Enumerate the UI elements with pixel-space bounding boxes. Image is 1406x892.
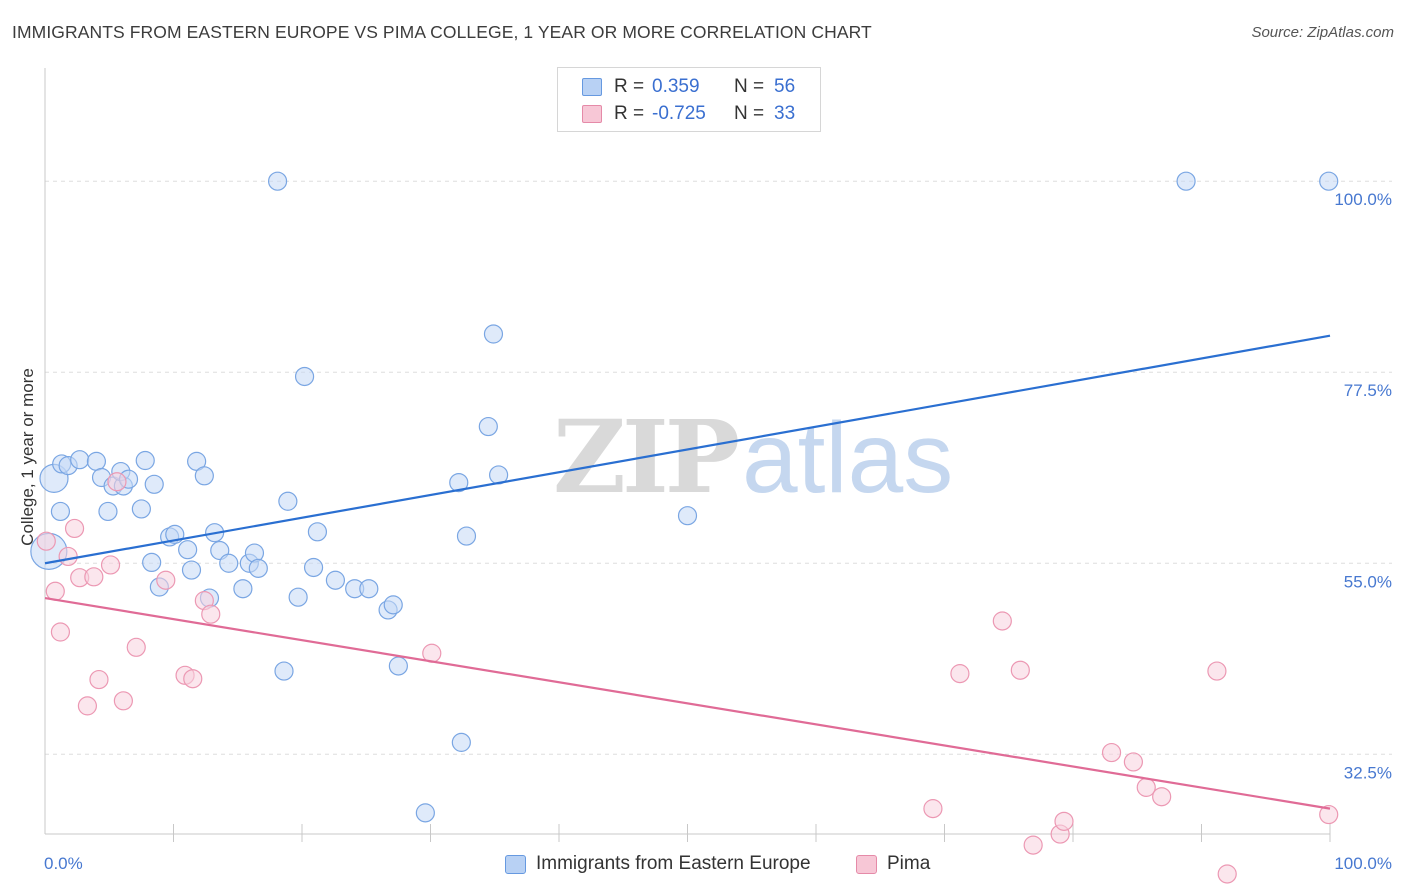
data-point-pima xyxy=(1152,787,1172,807)
legend-r-label: R = xyxy=(614,76,645,97)
data-point-pima xyxy=(113,691,133,711)
label-layer: 32.5% 55.0% 77.5% 100.0% 0.0% 100.0% College, … xyxy=(18,190,1392,873)
chart-source: Source: ZipAtlas.com xyxy=(1251,24,1394,41)
data-point-eastern-europe xyxy=(274,661,294,681)
data-point-eastern-europe xyxy=(233,579,253,599)
data-point-pima xyxy=(107,472,127,492)
legend-r-label: R = xyxy=(614,103,645,124)
data-point-pima xyxy=(89,669,109,690)
data-point-pima xyxy=(1136,777,1156,797)
data-point-pima xyxy=(950,664,970,684)
data-point-eastern-europe xyxy=(456,526,477,546)
data-point-eastern-europe xyxy=(478,416,498,437)
data-point-eastern-europe xyxy=(181,560,202,580)
data-point-eastern-europe xyxy=(194,466,214,486)
bottom-legend-label: Pima xyxy=(887,853,931,874)
chart-title: IMMIGRANTS FROM EASTERN EUROPE VS PIMA C… xyxy=(12,22,872,42)
data-point-eastern-europe xyxy=(219,553,239,573)
legend-n-value: 56 xyxy=(774,76,796,97)
data-point-pima xyxy=(1123,752,1143,772)
data-point-eastern-europe xyxy=(451,732,471,752)
data-point-eastern-europe xyxy=(288,587,308,607)
data-point-eastern-europe xyxy=(415,803,435,823)
y-tick-label: 55.0% xyxy=(1344,572,1392,591)
legend-n-label: N = xyxy=(734,103,765,124)
data-point-eastern-europe xyxy=(294,366,315,387)
data-point-pima xyxy=(1217,864,1237,884)
data-point-eastern-europe xyxy=(449,472,469,493)
data-point-pima xyxy=(1010,660,1030,680)
data-point-pima xyxy=(1023,835,1043,855)
data-point-pima xyxy=(58,546,78,567)
data-point-eastern-europe xyxy=(267,171,288,191)
data-point-eastern-europe xyxy=(98,501,118,522)
data-point-pima xyxy=(992,611,1012,631)
data-point-eastern-europe xyxy=(383,595,403,615)
data-point-eastern-europe xyxy=(131,499,151,519)
data-point-pima xyxy=(126,637,146,657)
bottom-legend-swatch-pink xyxy=(856,854,877,874)
x-tick-label-min: 0.0% xyxy=(44,854,83,873)
trend-line-eastern-europe xyxy=(44,334,1331,565)
legend-r-value: 0.359 xyxy=(652,76,700,97)
data-point-eastern-europe xyxy=(1319,171,1339,191)
data-point-pima xyxy=(36,531,56,551)
data-point-pima xyxy=(100,555,121,575)
data-point-pima xyxy=(84,567,104,587)
data-point-pima xyxy=(1207,661,1227,681)
y-axis-label: College, 1 year or more xyxy=(18,368,37,546)
axis-layer xyxy=(44,68,1331,842)
bottom-legend-eastern-europe: Immigrants from Eastern Europe xyxy=(505,852,811,876)
data-point-eastern-europe xyxy=(86,451,107,471)
data-point-pima xyxy=(156,570,176,590)
data-point-pima xyxy=(77,696,98,716)
legend-n-value: 33 xyxy=(774,103,796,124)
data-point-eastern-europe xyxy=(278,491,298,511)
data-point-eastern-europe xyxy=(483,324,504,344)
data-point-eastern-europe xyxy=(178,540,198,560)
data-point-eastern-europe xyxy=(135,450,155,471)
data-point-eastern-europe xyxy=(50,501,71,522)
legend-row-pima: R = -0.725 N = 33 xyxy=(582,101,795,127)
stats-legend: R = 0.359 N = 56 R = -0.725 N = 33 xyxy=(557,67,821,132)
data-point-pima xyxy=(201,604,221,624)
grid-layer xyxy=(45,180,1392,755)
data-point-eastern-europe xyxy=(388,656,408,676)
data-point-eastern-europe xyxy=(1176,171,1196,191)
data-point-pima xyxy=(45,581,65,601)
legend-row-eastern-europe: R = 0.359 N = 56 xyxy=(582,74,795,100)
data-point-pima xyxy=(50,622,71,642)
bottom-legend-pima: Pima xyxy=(856,852,930,876)
y-tick-label: 77.5% xyxy=(1344,381,1392,400)
data-point-eastern-europe xyxy=(144,474,164,494)
data-point-pima xyxy=(1054,811,1074,831)
y-tick-label: 100.0% xyxy=(1334,190,1392,209)
data-point-eastern-europe xyxy=(325,570,346,590)
bottom-legend-swatch-blue xyxy=(505,854,526,874)
trend-line-pima xyxy=(44,596,1331,810)
data-point-eastern-europe xyxy=(248,558,268,578)
y-tick-label: 32.5% xyxy=(1344,763,1392,782)
trend-layer xyxy=(44,334,1331,810)
legend-r-value: -0.725 xyxy=(652,103,706,124)
legend-swatch-pink xyxy=(582,105,602,123)
legend-n-label: N = xyxy=(734,76,765,97)
data-point-eastern-europe xyxy=(142,552,162,573)
data-point-eastern-europe xyxy=(677,506,698,526)
data-point-eastern-europe xyxy=(307,522,328,542)
data-point-pima xyxy=(1101,742,1122,763)
data-point-eastern-europe xyxy=(303,557,324,578)
data-point-pima xyxy=(1319,804,1339,825)
legend-swatch-blue xyxy=(582,78,602,96)
bottom-legend-label: Immigrants from Eastern Europe xyxy=(536,853,811,874)
data-point-eastern-europe xyxy=(70,450,90,470)
data-point-eastern-europe xyxy=(359,579,379,599)
data-point-pima xyxy=(64,518,85,539)
data-point-pima xyxy=(183,669,203,689)
points-layer xyxy=(30,171,1339,884)
data-point-pima xyxy=(923,799,943,819)
x-tick-label-max: 100.0% xyxy=(1334,854,1392,873)
